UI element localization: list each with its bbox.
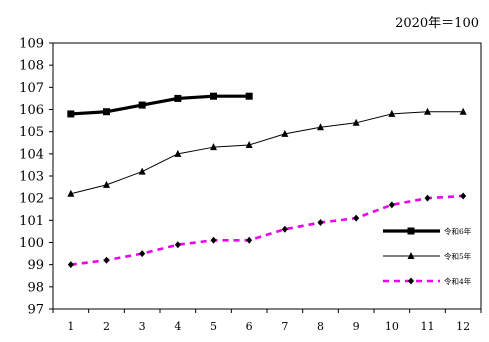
legend-marker: [407, 227, 415, 235]
data-point-diamond: [424, 194, 431, 202]
data-point-diamond: [67, 261, 74, 269]
legend-label: 令和4年: [444, 276, 472, 286]
data-point-square: [210, 92, 217, 100]
data-point-square: [174, 94, 182, 102]
x-tick-label: 11: [421, 320, 435, 333]
data-point-diamond: [174, 241, 181, 249]
x-tick-label: 8: [317, 320, 324, 333]
x-tick-label: 4: [174, 320, 181, 333]
base-year-note: 2020年＝100: [395, 16, 479, 31]
data-point-triangle: [459, 107, 467, 115]
x-tick-label: 9: [353, 320, 360, 333]
y-tick-label: 101: [19, 214, 44, 229]
data-point-diamond: [281, 225, 288, 233]
x-tick-label: 6: [246, 320, 253, 333]
y-tick-label: 97: [27, 303, 44, 318]
legend-label: 令和6年: [444, 226, 472, 236]
x-tick-label: 2: [103, 320, 110, 333]
plot-frame: [52, 42, 482, 310]
legend-marker: [408, 277, 414, 285]
data-point-triangle: [388, 109, 396, 117]
x-tick-label: 1: [67, 320, 74, 333]
data-point-triangle: [210, 143, 217, 151]
data-point-diamond: [460, 192, 467, 200]
data-point-diamond: [353, 214, 360, 222]
y-tick-label: 104: [19, 147, 44, 162]
y-tick-label: 98: [27, 280, 44, 295]
x-tick-label: 3: [139, 320, 146, 333]
x-tick-label: 7: [281, 320, 288, 333]
y-tick-label: 100: [19, 236, 44, 251]
data-point-square: [138, 101, 146, 109]
data-point-triangle: [424, 107, 431, 115]
data-point-diamond: [246, 236, 253, 244]
series-line-diamond: [70, 194, 464, 266]
series-line-triangle: [70, 111, 464, 195]
data-point-triangle: [174, 149, 182, 157]
series-line-square: [70, 94, 250, 116]
data-point-square: [103, 108, 110, 116]
data-point-triangle: [245, 140, 253, 148]
data-point-triangle: [352, 118, 360, 126]
data-point-diamond: [210, 236, 217, 244]
y-tick-label: 109: [19, 37, 44, 52]
data-point-triangle: [103, 180, 110, 188]
data-point-square: [67, 110, 75, 118]
data-point-square: [245, 92, 253, 100]
y-tick-label: 102: [19, 192, 44, 207]
x-tick-label: 12: [456, 320, 470, 333]
y-tick-label: 105: [19, 125, 44, 140]
y-tick-label: 108: [19, 59, 44, 74]
y-tick-label: 103: [19, 170, 44, 185]
data-point-triangle: [67, 189, 75, 197]
data-point-diamond: [139, 250, 146, 258]
y-tick-label: 99: [27, 258, 44, 273]
legend-label: 令和5年: [444, 251, 472, 261]
data-point-triangle: [138, 167, 146, 175]
data-point-diamond: [388, 201, 395, 209]
data-point-diamond: [317, 219, 324, 227]
legend-marker: [407, 252, 415, 259]
y-tick-label: 106: [19, 103, 44, 118]
data-point-triangle: [317, 123, 324, 131]
data-point-triangle: [281, 129, 289, 137]
x-tick-label: 5: [210, 320, 217, 333]
x-tick-label: 10: [385, 320, 399, 333]
data-point-diamond: [103, 256, 110, 264]
y-tick-label: 107: [19, 81, 44, 96]
